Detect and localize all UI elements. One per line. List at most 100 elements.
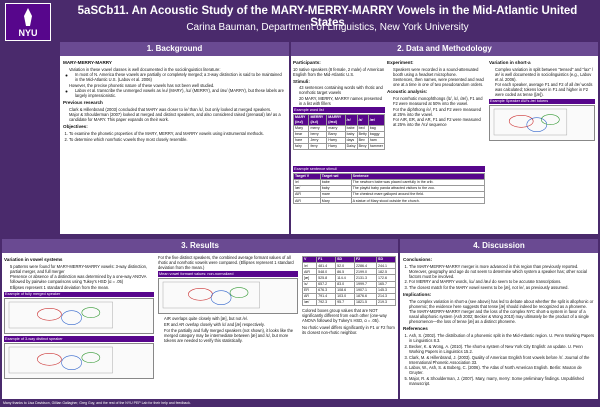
numbered-item: Clark, M. & Hillenbrand, J. (2003). Qual…: [409, 355, 595, 365]
plot: [8, 346, 113, 374]
bullet: For AIR, ER, and AR, F1 and F2 were meas…: [393, 117, 485, 127]
header-cell: SD: [376, 255, 396, 264]
bullet-list: 43 sentences containing words with rhoti…: [293, 85, 385, 106]
table-caption: Example sentence stimuli: [293, 166, 485, 172]
cell: AR: [302, 292, 318, 301]
column: Variation in short-a Complex variation in…: [489, 58, 595, 232]
footer: Many thanks to Lisa Davidson, Gillian Ga…: [3, 401, 191, 405]
figure: [4, 342, 154, 379]
cell: 165.7: [376, 280, 396, 288]
logo-text: NYU: [18, 28, 38, 38]
cell: 676.3: [316, 286, 337, 294]
cell: 172.6: [376, 274, 396, 282]
heading: Variation in short-a: [489, 60, 531, 65]
plot: [162, 281, 260, 309]
section-body: MARY-MERRY-MARRY Variation in these vowel…: [60, 56, 289, 234]
heading: Previous research: [63, 100, 103, 105]
cell: 2286.4: [353, 262, 378, 270]
cell: 657.2: [316, 280, 337, 288]
table-row: AIR 548.0 86.5 2199.0 182.5: [302, 268, 396, 276]
numbered-list: To examine the phonetic properties of th…: [63, 131, 286, 142]
figure-caption: Example Speaker AW's /æ/ tokens: [489, 98, 595, 105]
cell: fairy: [293, 143, 310, 151]
cell: 1907.1: [353, 286, 378, 294]
bullet: Speakers were recorded in a sound-attenu…: [393, 67, 485, 77]
cell: 214.3: [376, 292, 396, 301]
header-cell: F1: [316, 255, 337, 264]
bullet: Presence or absence of a distinction was…: [10, 274, 154, 284]
table-row: ER 676.3 108.6 1907.1 145.3: [302, 286, 396, 294]
cell: 244.1: [376, 262, 396, 270]
cell: 481.4: [316, 262, 337, 270]
heading: References: [403, 326, 428, 332]
header-cell: /e/: [344, 114, 358, 126]
figure: [489, 105, 595, 142]
cell: AIR: [293, 197, 321, 205]
header-cell: MARY (/eɹ/): [293, 114, 310, 126]
bullet: The complex variation in short-a (see ab…: [409, 299, 595, 309]
cell: 548.0: [316, 268, 337, 276]
bullet-list: 5 patterns were found for MARY-MERRY-MAR…: [4, 264, 154, 291]
table: Target V Target wd Sentence/e/babe The newb…: [293, 172, 485, 205]
figure: [158, 278, 298, 315]
numbered-item: Ash, S. (2002). The distribution of a ph…: [409, 333, 595, 343]
table-header: MARY (/eɹ/) MERRY (/ɛɹ/) MARRY (/æɹ/)/e//ɛ…: [293, 114, 385, 126]
header-cell: V: [302, 255, 318, 264]
heading: Conclusions:: [403, 257, 433, 262]
column: Conclusions: The MARY-MERRY-MARRY merger …: [403, 255, 595, 397]
table-row: AR 791.4 103.0 1876.6 214.3: [302, 292, 396, 301]
cell: Bevy: [356, 143, 369, 151]
heading: Implications:: [403, 292, 432, 298]
figure-caption: Example of fully merged speaker: [4, 291, 154, 298]
numbered-item: The MARY-MERRY-MARRY merger is more adva…: [409, 264, 595, 279]
sub-list: In most of N. America these vowels are p…: [69, 72, 286, 82]
numbered-item: Major, R. & Shoulderman, J. (2007). Mary…: [409, 376, 595, 386]
heading: Experiment:: [387, 60, 414, 65]
cell: /ɛ/: [302, 280, 318, 288]
table-header: V F1 SD F2 SD: [302, 255, 396, 264]
bullet: Ellipses represent 1 standard deviation …: [10, 285, 154, 290]
cell: 1876.6: [353, 292, 378, 301]
figure-caption: Mean vowel formant values: non-normalize…: [158, 271, 298, 278]
bullet-list: Speakers were recorded in a sound-attenu…: [387, 67, 485, 88]
bullet-list: Clark & Hillenbrand (2003) concluded tha…: [63, 107, 286, 123]
section-title: 2. Data and Methodology: [291, 42, 598, 56]
table: V F1 SD F2 SD/e/481.4 52.0 2286.4 244.1 AIR 548.0…: [302, 255, 396, 307]
column: For the five distinct speakers, the comb…: [158, 255, 298, 397]
paragraph: Colored boxes group values that are NOT …: [302, 308, 387, 324]
section-body: Participants: 10 native speakers (8 femal…: [291, 56, 598, 234]
bullet: 20 MARY, MERRY, MARRY names presented in…: [299, 96, 385, 106]
numbered-item: Labov, W., Ash, S. & Boberg, C. (2006). …: [409, 365, 595, 375]
header-cell: MARRY (/æɹ/): [326, 114, 346, 126]
bullet-list: AIR overlaps quite closely with [æ], but…: [158, 316, 298, 343]
section-title: 4. Discussion: [400, 239, 598, 253]
cell: 792.3: [316, 299, 337, 307]
cell: 1821.5: [353, 299, 378, 307]
header-cell: F2: [353, 255, 378, 264]
numbered-item: For MERRY and MARRY words, /ɛɹ/ and /æɹ/…: [409, 279, 595, 284]
title: 5aSCb11. An Acoustic Study of the MARY-M…: [60, 5, 595, 29]
cell: /e/: [302, 262, 318, 270]
cell: Mary: [319, 197, 352, 205]
cell: 145.3: [376, 286, 396, 294]
bullet: However, the precise phonetic nature of …: [69, 83, 286, 98]
heading: Acoustic analysis:: [387, 89, 428, 95]
paragraph: For the five distinct speakers, the comb…: [158, 255, 294, 270]
bullet: For the diphthong /e/, F1 and F2 were me…: [393, 107, 485, 117]
paragraph: No rhotic vowel differs significantly in…: [302, 324, 395, 335]
bullet: Variation in these vowel classes is well…: [69, 67, 286, 82]
cell: 182.5: [376, 268, 396, 276]
numbered-item: The closest match for the MARY vowel see…: [409, 285, 595, 290]
numbered-list: Ash, S. (2002). The distribution of a ph…: [403, 333, 595, 386]
section-body: Conclusions: The MARY-MERRY-MARRY merger …: [400, 253, 598, 399]
figure: [4, 298, 154, 335]
bullet-list: Variation in these vowel classes is well…: [63, 67, 286, 98]
bullet: 5 patterns were found for MARY-MERRY-MAR…: [10, 264, 154, 274]
table-row: [æ] 525.8 114.4 2131.3 172.6: [302, 274, 396, 282]
table-row: AIR Mary A statue of Mary stood outside th…: [293, 197, 485, 205]
table-row: /e/481.4 52.0 2286.4 244.1: [302, 262, 396, 270]
cell: 219.3: [376, 299, 396, 307]
column: Participants: 10 native speakers (8 femal…: [293, 58, 385, 164]
bullet: Complex variation in split between "tens…: [495, 67, 595, 82]
